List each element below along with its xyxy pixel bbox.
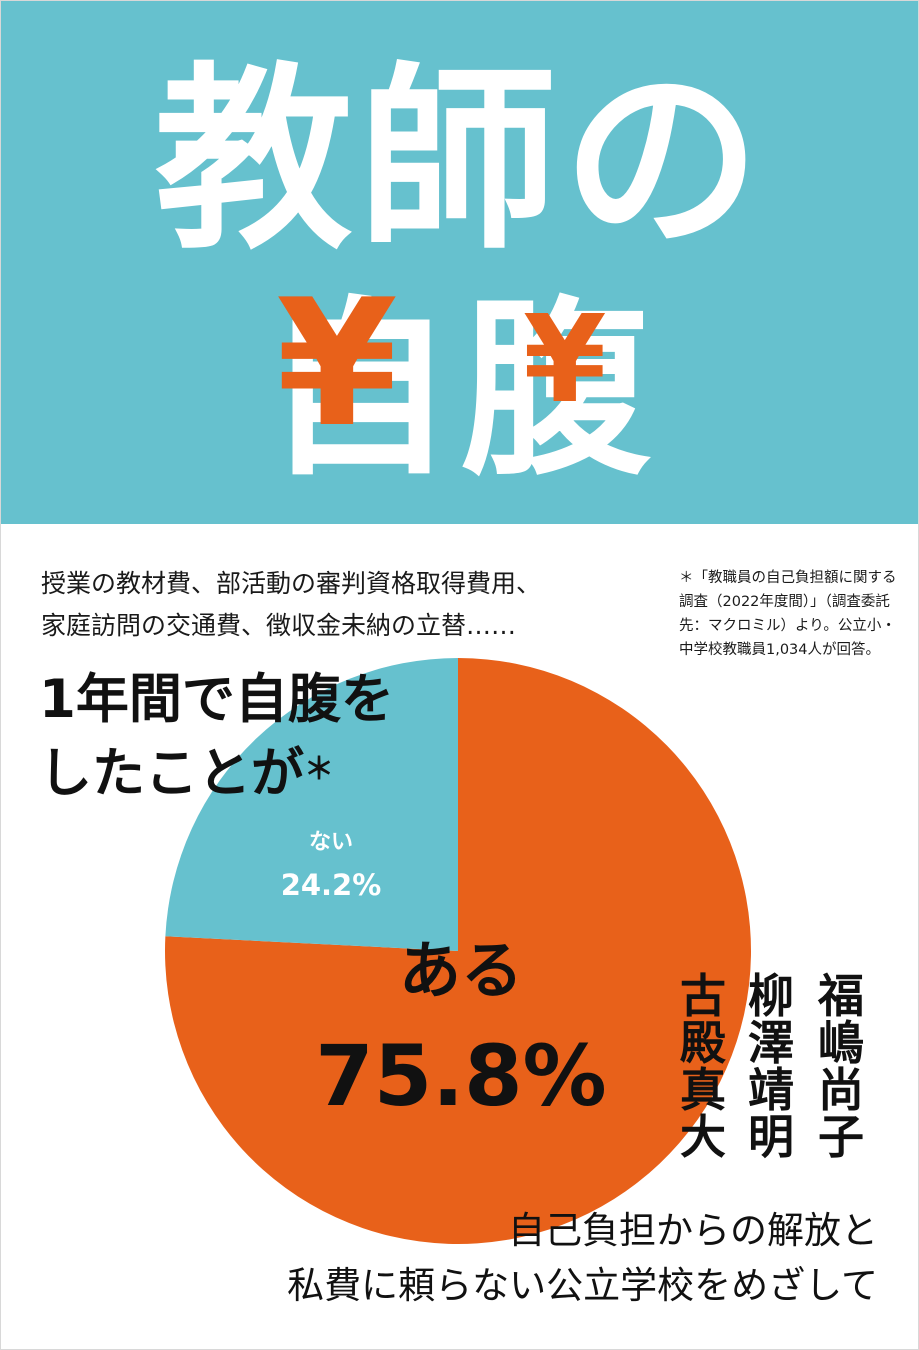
pie-slice-aru: [165, 658, 751, 1244]
slice-label-nai: ない: [308, 830, 353, 855]
question-line-2: したことが＊: [39, 737, 394, 811]
question-line-1: 1年間で自腹を: [39, 669, 394, 730]
slice-value-aru: 75.8%: [315, 1027, 607, 1125]
question-line-2-text: したことが: [39, 743, 304, 804]
description-line-1: 授業の教材費、部活動の審判資格取得費用、: [41, 569, 542, 598]
author-1: 福嶋尚子: [818, 969, 864, 1164]
yen-icon: ¥: [523, 291, 607, 430]
title-line-2: 自腹: [264, 280, 657, 501]
pie-slice-nai: [165, 658, 459, 951]
footnote-marker: ＊: [304, 752, 334, 787]
tagline-line-1: 自己負担からの解放と: [508, 1209, 878, 1252]
yen-icon: ¥: [276, 263, 398, 466]
description: 授業の教材費、部活動の審判資格取得費用、 家庭訪問の交通費、徴収金未納の立替……: [41, 563, 541, 647]
slice-label-aru: ある: [398, 934, 523, 1007]
author-2: 柳澤靖明: [748, 969, 794, 1164]
survey-footnote: ＊「教職員の自己負担額に関する調査（2022年度間）」（調査委託先：マクロミル）…: [679, 570, 897, 658]
slice-value-nai: 24.2%: [280, 868, 382, 902]
title-band: [1, 1, 918, 524]
survey-question: 1年間で自腹を したことが＊: [39, 663, 394, 811]
description-line-2: 家庭訪問の交通費、徴収金未納の立替……: [41, 611, 517, 640]
title-line-1: 教師の: [154, 45, 767, 276]
tagline-line-2: 私費に頼らない公立学校をめざして: [287, 1264, 878, 1307]
author-3: 古殿真大: [680, 969, 726, 1164]
